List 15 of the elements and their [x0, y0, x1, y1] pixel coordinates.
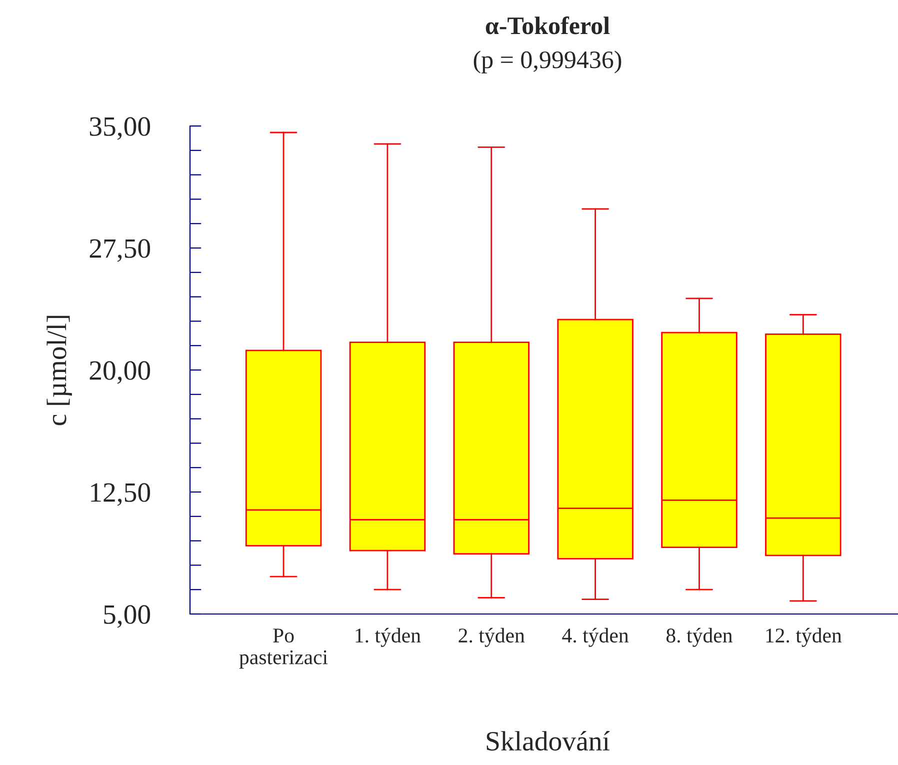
y-tick-label: 20,00	[90, 361, 150, 384]
y-axis-title: c [µmol/l]	[46, 316, 72, 426]
y-tick-label: 5,00	[104, 605, 150, 628]
chart-subtitle: (p = 0,999436)	[474, 50, 622, 74]
x-tick-label: 4. týden	[562, 628, 629, 647]
chart-title: α-Tokoferol	[486, 16, 610, 34]
x-tick-label: 8. týden	[666, 628, 732, 647]
x-tick-label: 12. týden	[766, 628, 842, 647]
y-tick-label: 35,00	[90, 117, 150, 140]
x-tick-label: 2. týden	[458, 628, 525, 647]
x-tick-label: Po pasterizaci	[239, 628, 328, 669]
x-axis-title: Skladování	[486, 731, 610, 751]
y-tick-label: 12,50	[91, 483, 150, 506]
y-tick-label: 27,50	[90, 239, 150, 262]
x-tick-label: 1. týden	[356, 628, 421, 647]
